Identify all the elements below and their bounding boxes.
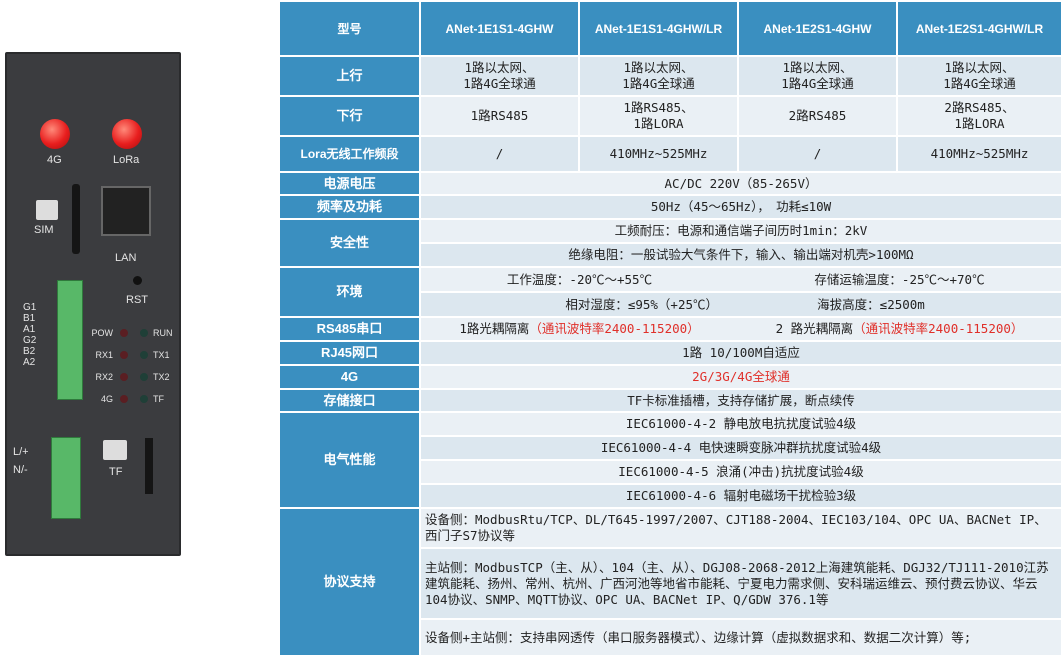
cell: 设备侧+主站侧：支持串网透传（串口服务器模式）、边缘计算（虚拟数据求和、数据二次… [419, 618, 1061, 657]
row-label: 电气性能 [278, 411, 421, 509]
cell: 存储运输温度：-25℃～+70℃ [738, 266, 1061, 293]
row-label: 上行 [278, 55, 421, 97]
row-label: 电源电压 [278, 171, 421, 196]
table-row: 存储接口 TF卡标准插槽，支持存储扩展，断点续传 [278, 388, 1061, 413]
table-row: 相对湿度：≤95%（+25℃） 海拔高度：≤2500m [279, 291, 1061, 318]
device-photo: 4G LoRa SIM LAN RST G1 B1 A1 G2 B2 A2 PO… [5, 52, 181, 556]
sim-icon [36, 200, 58, 220]
header-cell: 型号 [278, 0, 421, 57]
spec-table: 型号 ANet-1E1S1-4GHW ANet-1E1S1-4GHW/LR AN… [278, 0, 1061, 657]
sim-label: SIM [34, 224, 54, 236]
tf-icon [103, 440, 127, 460]
header-cell: ANet-1E2S1-4GHW/LR [896, 0, 1061, 57]
cell: 2 路光耦隔离（通讯波特率2400-115200） [738, 316, 1061, 342]
cell: 工作温度：-20℃～+55℃ [419, 266, 738, 293]
antenna-label: 4G [47, 154, 62, 166]
row-label: RS485串口 [278, 316, 421, 342]
led-labels-right: RUN TX1 TX2 TF [153, 328, 173, 404]
cell: 主站侧：ModbusTCP（主、从）、104（主、从）、DGJ08-2068-2… [419, 547, 1061, 620]
rst-label: RST [126, 294, 148, 306]
power-pin-label: L/+ [13, 446, 29, 458]
table-row: RJ45网口 1路 10/100M自适应 [278, 340, 1061, 366]
cell: 绝缘电阻：一般试验大气条件下，输入、输出端对机壳>100MΩ [419, 242, 1061, 268]
cell: 410MHz~525MHz [578, 135, 739, 173]
table-row: 4G 2G/3G/4G全球通 [278, 364, 1061, 390]
cell: 1路RS485 [419, 95, 580, 137]
row-label: Lora无线工作频段 [278, 135, 421, 173]
cell: 50Hz（45～65Hz）， 功耗≤10W [419, 194, 1061, 220]
cell: AC/DC 220V（85-265V） [419, 171, 1061, 196]
cell: 2路RS485 [737, 95, 898, 137]
table-row: 下行 1路RS485 1路RS485、 1路LORA 2路RS485 2路RS4… [278, 95, 1061, 137]
row-label: 频率及功耗 [278, 194, 421, 220]
tf-label: TF [109, 466, 123, 478]
rs485-terminal [57, 280, 83, 400]
cell: 1路光耦隔离（通讯波特率2400-115200） [419, 316, 738, 342]
power-terminal [51, 437, 81, 519]
table-header-row: 型号 ANet-1E1S1-4GHW ANet-1E1S1-4GHW/LR AN… [278, 0, 1061, 57]
table-row: 绝缘电阻：一般试验大气条件下，输入、输出端对机壳>100MΩ [279, 242, 1061, 268]
table-row: 安全性 工频耐压：电源和通信端子间历时1min：2kV [278, 218, 1061, 268]
cell: IEC61000-4-5 浪涌(冲击)抗扰度试验4级 [419, 459, 1061, 485]
cell: 2路RS485、 1路LORA [896, 95, 1061, 137]
row-label: 安全性 [278, 218, 421, 268]
cell: 1路 10/100M自适应 [419, 340, 1061, 366]
antenna-4g-icon [40, 119, 70, 149]
table-row: RS485串口 1路光耦隔离（通讯波特率2400-115200） 2 路光耦隔离… [278, 316, 1061, 342]
table-row: Lora无线工作频段 / 410MHz~525MHz / 410MHz~525M… [278, 135, 1061, 173]
cell: 相对湿度：≤95%（+25℃） [419, 291, 738, 318]
row-label: 存储接口 [278, 388, 421, 413]
cell: 设备侧：ModbusRtu/TCP、DL/T645-1997/2007、CJT1… [419, 507, 1061, 549]
table-row: 上行 1路以太网、 1路4G全球通 1路以太网、 1路4G全球通 1路以太网、 … [278, 55, 1061, 97]
cell: 1路以太网、 1路4G全球通 [737, 55, 898, 97]
cell: IEC61000-4-4 电快速瞬变脉冲群抗扰度试验4级 [419, 435, 1061, 461]
cell: 海拔高度：≤2500m [738, 291, 1061, 318]
row-label: 下行 [278, 95, 421, 137]
cell: 1路以太网、 1路4G全球通 [896, 55, 1061, 97]
cell: / [419, 135, 580, 173]
row-label: RJ45网口 [278, 340, 421, 366]
cell: 1路以太网、 1路4G全球通 [578, 55, 739, 97]
sim-slot [72, 184, 80, 254]
header-cell: ANet-1E1S1-4GHW/LR [578, 0, 739, 57]
cell: 1路以太网、 1路4G全球通 [419, 55, 580, 97]
reset-button [133, 276, 142, 285]
header-cell: ANet-1E1S1-4GHW [419, 0, 580, 57]
power-pin-label: N/- [13, 464, 28, 476]
cell: 410MHz~525MHz [896, 135, 1061, 173]
row-label: 协议支持 [278, 507, 421, 657]
cell: / [737, 135, 898, 173]
row-label: 环境 [278, 266, 421, 318]
row-label: 4G [278, 364, 421, 390]
table-row: 环境 工作温度：-20℃～+55℃ 存储运输温度：-25℃～+70℃ [278, 266, 1061, 318]
lan-port [101, 186, 151, 236]
rs485-pins: G1 B1 A1 G2 B2 A2 [23, 302, 37, 368]
cell: IEC61000-4-2 静电放电抗扰度试验4级 [419, 411, 1061, 437]
antenna-label: LoRa [113, 154, 140, 166]
header-cell: ANet-1E2S1-4GHW [737, 0, 898, 57]
lan-label: LAN [115, 252, 137, 264]
table-row: 频率及功耗 50Hz（45～65Hz）， 功耗≤10W [278, 194, 1061, 220]
antenna-lora-icon [112, 119, 142, 149]
cell: TF卡标准插槽，支持存储扩展，断点续传 [419, 388, 1061, 413]
cell: IEC61000-4-6 辐射电磁场干扰检验3级 [419, 483, 1061, 509]
led-labels-left: POW RX1 RX2 4G [91, 328, 114, 404]
cell: 工频耐压：电源和通信端子间历时1min：2kV [419, 218, 1061, 244]
cell: 1路RS485、 1路LORA [578, 95, 739, 137]
table-row: 电气性能 IEC61000-4-2 静电放电抗扰度试验4级 [278, 411, 1061, 509]
table-row: 电源电压 AC/DC 220V（85-265V） [278, 171, 1061, 196]
cell: 2G/3G/4G全球通 [419, 364, 1061, 390]
tf-slot [145, 438, 153, 494]
table-row: 协议支持 设备侧：ModbusRtu/TCP、DL/T645-1997/2007… [278, 507, 1061, 657]
